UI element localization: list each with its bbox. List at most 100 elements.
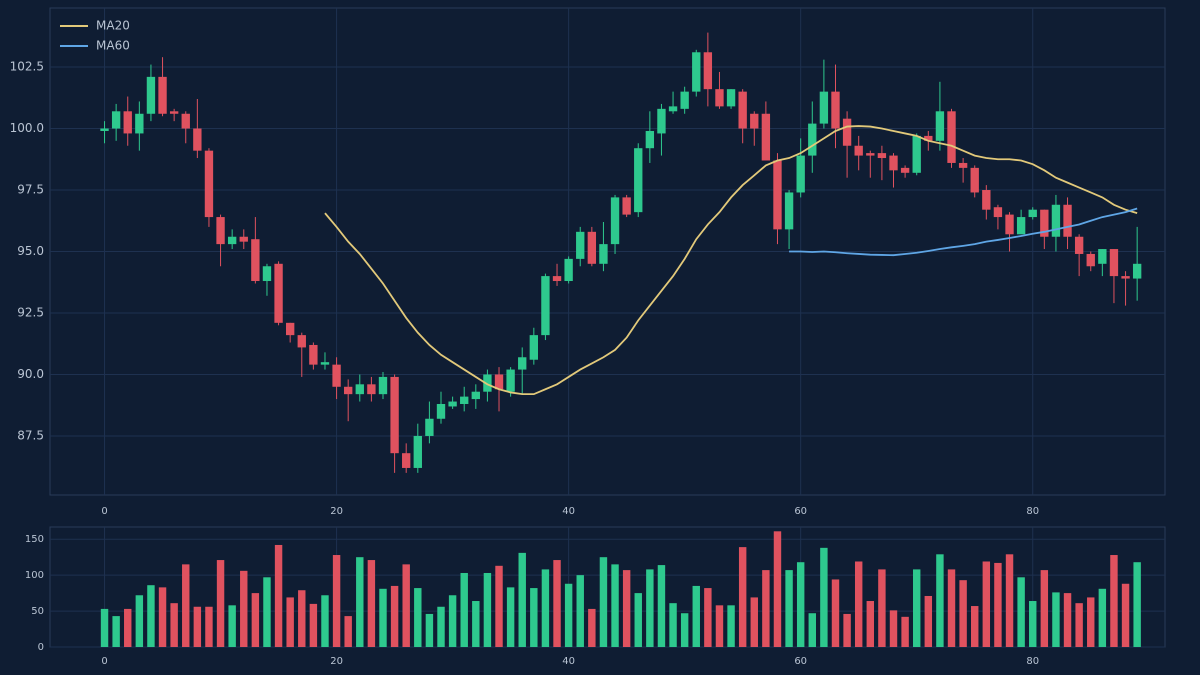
- candle-body: [645, 130, 655, 149]
- volume-bar: [1087, 597, 1095, 647]
- volume-y-tick-label: 100: [25, 570, 44, 581]
- volume-bar: [298, 590, 306, 647]
- volume-bar: [425, 613, 434, 647]
- candle-body: [436, 403, 446, 419]
- volume-bar: [704, 588, 712, 647]
- volume-bar: [274, 544, 283, 647]
- candle-body: [193, 128, 202, 151]
- candle-body: [738, 91, 747, 129]
- candle-body: [402, 453, 411, 468]
- volume-bar: [541, 569, 550, 647]
- volume-bar: [530, 588, 538, 647]
- volume-bar: [796, 562, 805, 647]
- volume-bar: [1075, 603, 1083, 647]
- candle-body: [1121, 276, 1130, 279]
- candle-body: [227, 236, 237, 245]
- volume-bar: [912, 569, 921, 647]
- volume-bar: [356, 557, 364, 647]
- y-tick-label: 92.5: [17, 305, 44, 319]
- volume-bar: [738, 547, 747, 647]
- candle-body: [1005, 214, 1014, 235]
- candle-body: [784, 192, 794, 230]
- candle-body: [854, 145, 863, 156]
- candle-body: [703, 52, 713, 90]
- candle-body: [726, 89, 736, 107]
- volume-bar: [332, 555, 341, 647]
- candle-body: [668, 106, 678, 112]
- volume-bar: [657, 565, 666, 647]
- volume-bar: [1040, 570, 1049, 647]
- candle-body: [564, 258, 573, 282]
- candle-body: [819, 91, 829, 124]
- volume-bar: [100, 608, 109, 647]
- volume-bar: [228, 605, 236, 647]
- candle-body: [610, 197, 620, 245]
- volume-bar: [901, 616, 909, 647]
- volume-bar: [309, 603, 318, 647]
- candle-body: [146, 76, 156, 114]
- volume-bar: [1052, 592, 1060, 647]
- candle-body: [1028, 209, 1037, 218]
- volume-bar: [414, 588, 422, 647]
- volume-bar: [1098, 588, 1107, 647]
- candle-body: [332, 364, 341, 387]
- candle-body: [239, 236, 248, 242]
- candle-body: [552, 276, 562, 282]
- volume-bar: [971, 606, 979, 647]
- volume-bar: [170, 603, 178, 647]
- volume-bar: [251, 593, 260, 647]
- candle-body: [169, 111, 179, 114]
- candle-body: [947, 111, 956, 163]
- candle-body: [900, 167, 910, 173]
- candle-body: [1098, 249, 1107, 264]
- candle-body: [413, 435, 422, 468]
- candle-body: [1040, 209, 1049, 237]
- candle-body: [680, 91, 689, 109]
- volume-bar: [831, 579, 840, 647]
- volume-x-tick-label: 60: [794, 656, 807, 667]
- y-tick-label: 100.0: [10, 121, 44, 135]
- candle-body: [285, 322, 295, 336]
- volume-bar: [785, 570, 793, 647]
- volume-bar: [808, 613, 816, 647]
- candle-body: [135, 113, 144, 134]
- volume-bar: [750, 597, 758, 647]
- volume-bar: [1121, 583, 1130, 647]
- volume-bar: [611, 564, 619, 647]
- candle-body: [877, 153, 887, 159]
- volume-bar: [495, 565, 503, 647]
- volume-bar: [843, 613, 851, 647]
- candle-body: [1086, 253, 1095, 267]
- volume-bar: [727, 605, 735, 647]
- volume-bar: [1017, 577, 1025, 647]
- candle-body: [1074, 236, 1084, 254]
- volume-bar: [1133, 562, 1141, 647]
- candle-body: [993, 207, 1003, 218]
- candle-body: [529, 335, 539, 360]
- volume-bar: [947, 569, 956, 647]
- volume-bar: [344, 616, 352, 647]
- volume-bar: [936, 554, 944, 647]
- volume-bar: [216, 560, 225, 647]
- candle-body: [773, 160, 782, 230]
- volume-bar: [564, 583, 573, 647]
- volume-bar: [820, 547, 828, 647]
- candle-body: [483, 374, 492, 392]
- candle-body: [378, 376, 388, 395]
- legend-label: MA60: [96, 39, 130, 53]
- volume-bar: [680, 613, 689, 647]
- candle-body: [541, 276, 550, 336]
- volume-bar: [205, 606, 213, 647]
- candle-body: [262, 266, 272, 282]
- candle-body: [309, 344, 318, 365]
- volume-bar: [889, 610, 898, 647]
- volume-x-tick-label: 40: [562, 656, 575, 667]
- candle-body: [1109, 249, 1119, 277]
- candle-body: [912, 135, 921, 173]
- candle-body: [494, 374, 504, 390]
- candle-body: [761, 113, 771, 161]
- volume-bar: [692, 585, 700, 647]
- volume-bar: [472, 601, 480, 647]
- volume-bar: [124, 608, 132, 647]
- volume-bar: [982, 561, 991, 647]
